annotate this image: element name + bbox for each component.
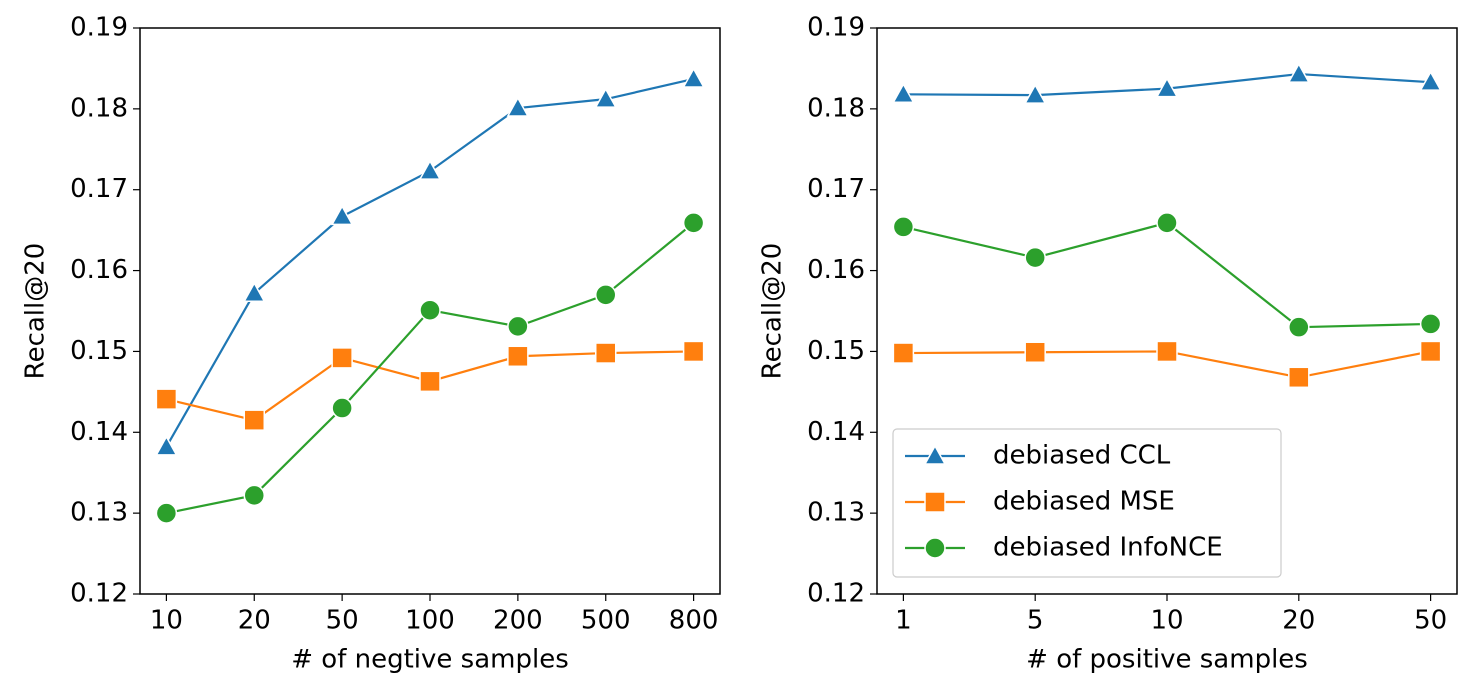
legend-marker	[924, 491, 946, 513]
data-point	[1288, 316, 1310, 338]
data-point	[418, 159, 442, 180]
x-tick-label: 800	[669, 606, 719, 636]
y-axis-label: Recall@20	[758, 243, 788, 380]
data-point	[506, 96, 530, 117]
y-tick-label: 0.15	[70, 336, 128, 366]
y-tick-label: 0.15	[807, 336, 865, 366]
data-point	[1288, 366, 1310, 389]
x-tick-label: 200	[493, 606, 543, 636]
data-point	[1419, 313, 1442, 335]
x-tick-label: 20	[238, 606, 271, 636]
data-point	[1419, 340, 1442, 363]
y-tick-label: 0.14	[70, 417, 128, 447]
data-point	[1024, 246, 1046, 269]
x-tick-label: 50	[1414, 606, 1447, 636]
x-tick-label: 10	[150, 606, 183, 636]
data-point	[331, 397, 353, 419]
legend-label: debiased InfoNCE	[993, 533, 1223, 563]
axes-frame	[876, 27, 1458, 595]
x-tick-label: 10	[1150, 606, 1183, 636]
series-line	[903, 221, 1431, 329]
y-tick-label: 0.12	[807, 579, 865, 609]
axes-frame	[139, 27, 721, 595]
data-point	[155, 388, 178, 410]
data-point	[594, 87, 618, 108]
y-tick-label: 0.17	[70, 174, 128, 204]
data-point	[594, 284, 617, 306]
data-point	[1023, 83, 1047, 104]
x-tick-label: 20	[1282, 606, 1315, 636]
y-tick-label: 0.16	[807, 255, 865, 285]
data-point	[243, 484, 266, 507]
series-line	[166, 222, 695, 515]
x-tick-label: 50	[326, 606, 359, 636]
data-point	[419, 370, 441, 393]
legend-label: debiased MSE	[993, 487, 1175, 517]
data-point	[155, 435, 178, 456]
x-axis-label: # of positive samples	[1026, 645, 1308, 675]
y-tick-label: 0.17	[807, 174, 865, 204]
x-axis-label: # of negtive samples	[291, 645, 569, 675]
data-point	[507, 315, 529, 338]
legend-marker	[923, 444, 947, 465]
data-point	[1287, 62, 1311, 83]
legend-label: debiased CCL	[993, 441, 1171, 471]
data-point	[594, 342, 617, 364]
data-point	[682, 340, 705, 363]
y-tick-label: 0.19	[70, 13, 128, 43]
data-point	[892, 82, 915, 104]
x-tick-label: 5	[1027, 606, 1044, 636]
x-tick-label: 500	[581, 606, 631, 636]
y-tick-label: 0.19	[807, 13, 865, 43]
data-point	[243, 409, 266, 431]
legend-marker	[924, 537, 946, 559]
legend-box	[892, 428, 1282, 578]
data-point	[892, 342, 915, 364]
y-tick-label: 0.16	[70, 255, 128, 285]
data-point	[682, 212, 705, 234]
y-tick-label: 0.12	[70, 579, 128, 609]
data-point	[1156, 212, 1178, 234]
y-tick-label: 0.13	[807, 498, 865, 528]
x-tick-label: 1	[895, 606, 912, 636]
y-tick-label: 0.18	[70, 93, 128, 123]
y-axis-label: Recall@20	[21, 243, 51, 380]
data-point	[1024, 341, 1046, 363]
data-point	[331, 347, 353, 369]
y-tick-label: 0.14	[807, 417, 865, 447]
data-point	[1156, 340, 1178, 363]
y-tick-label: 0.13	[70, 498, 128, 528]
data-point	[507, 345, 529, 368]
data-point	[330, 204, 354, 226]
data-point	[242, 281, 266, 302]
data-point	[419, 299, 441, 321]
x-tick-label: 100	[405, 606, 455, 636]
data-point	[682, 67, 705, 88]
data-point	[1155, 77, 1179, 98]
data-point	[1419, 70, 1442, 91]
y-tick-label: 0.18	[807, 93, 865, 123]
data-point	[892, 216, 915, 238]
data-point	[155, 502, 178, 524]
